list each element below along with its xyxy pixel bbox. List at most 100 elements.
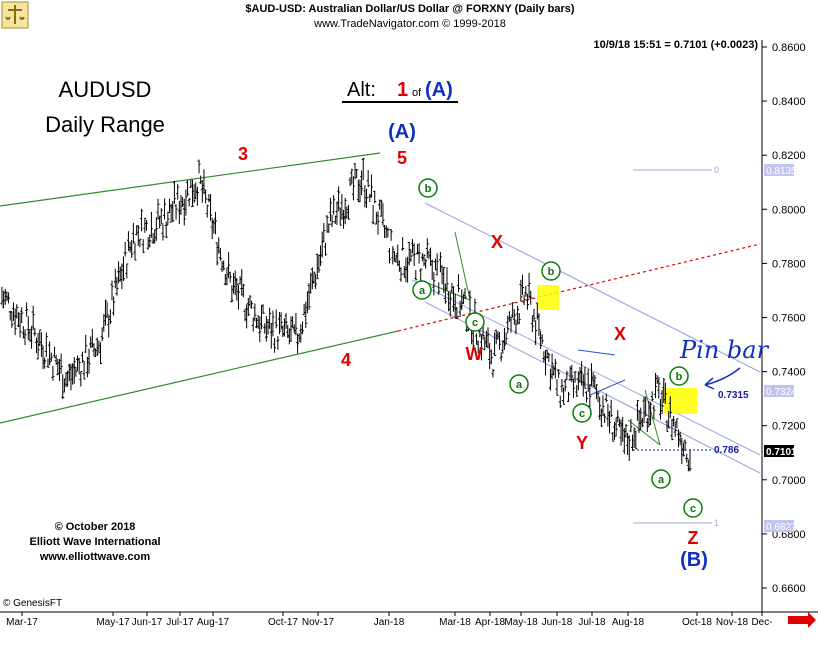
price-bar [253, 303, 257, 322]
price-bar [236, 284, 240, 310]
price-bar [504, 332, 508, 345]
price-bar [322, 222, 326, 243]
svg-text:c: c [579, 408, 585, 420]
price-bar [215, 242, 219, 266]
price-bar [332, 194, 336, 215]
price-bar [498, 332, 502, 350]
price-bar [665, 420, 669, 432]
price-bar [519, 279, 523, 302]
price-bar [517, 313, 521, 325]
price-bar [565, 370, 569, 381]
circle-a-3: a [651, 469, 671, 489]
price-bar [493, 332, 497, 356]
y-tick-label: 0.7600 [772, 313, 806, 325]
price-bar [456, 274, 460, 293]
price-box-lower [764, 520, 794, 532]
price-bar [481, 325, 485, 340]
price-bar [425, 238, 429, 259]
price-bar [136, 225, 140, 246]
price-bar [103, 299, 107, 326]
price-bar [534, 320, 538, 346]
price-box-bstop-text: 0.7324 [766, 387, 797, 398]
price-bar [49, 352, 53, 362]
price-bar [649, 401, 653, 425]
price-bar [312, 271, 316, 284]
price-bar [560, 378, 564, 393]
price-bar [506, 315, 510, 334]
price-bar [524, 286, 528, 297]
price-bar [502, 328, 506, 350]
price-bar [585, 391, 589, 403]
highlight-b1 [537, 285, 559, 310]
price-bar [144, 220, 148, 231]
price-bar [448, 292, 452, 317]
price-bar [186, 180, 190, 196]
price-bar [672, 415, 676, 427]
circle-c-2: c [572, 403, 592, 423]
price-bar [140, 208, 144, 232]
price-bar [218, 247, 222, 261]
wave-A: (A) [388, 121, 416, 143]
price-bar [205, 204, 209, 218]
price-bar [463, 288, 467, 300]
price-bar [537, 313, 541, 337]
price-bar [23, 329, 27, 346]
price-bar [376, 211, 380, 235]
price-bar [230, 285, 234, 303]
price-bar [261, 304, 265, 314]
svg-text:a: a [658, 474, 665, 486]
wave-X2: X [614, 324, 626, 344]
price-bar [273, 338, 277, 353]
price-bar [573, 371, 577, 383]
price-bar [663, 382, 667, 404]
price-bar [627, 435, 631, 461]
y-tick-label: 0.7200 [772, 421, 806, 433]
svg-text:b: b [676, 371, 683, 383]
price-bar [355, 169, 359, 179]
price-bars [0, 157, 692, 472]
price-bar [438, 251, 442, 273]
price-bar [361, 157, 365, 180]
price-box-upper [764, 164, 794, 176]
y-tick-label: 0.8200 [772, 150, 806, 162]
price-bar [80, 351, 84, 363]
price-bar [105, 302, 109, 319]
price-bar [348, 177, 352, 187]
circle-b-2: b [541, 261, 561, 281]
price-bar [235, 278, 239, 301]
price-bar [154, 217, 158, 241]
price-bar [381, 203, 385, 226]
lower-channel-line [0, 330, 399, 424]
price-bar [131, 223, 135, 244]
y-tick-label: 0.8400 [772, 96, 806, 108]
price-bar [616, 410, 620, 423]
y-tick-label: 0.7800 [772, 258, 806, 270]
x-tick-label: Oct-18 [682, 617, 712, 628]
price-bar [525, 294, 529, 310]
price-bar [571, 378, 575, 398]
price-bar [284, 313, 288, 329]
price-bar [123, 241, 127, 257]
price-bar [156, 198, 160, 220]
scroll-right-arrow-icon[interactable] [788, 612, 816, 628]
fib-level-0-label: 0 [714, 165, 719, 175]
price-bar [547, 353, 551, 362]
price-bar [601, 395, 605, 417]
price-bar [563, 378, 567, 392]
chart-title: $AUD-USD: Australian Dollar/US Dollar @ … [245, 3, 575, 15]
price-bar [455, 306, 459, 319]
price-bar [558, 395, 562, 408]
price-bar [7, 292, 11, 304]
price-bar [159, 208, 163, 225]
price-bar [33, 327, 37, 337]
price-bar [15, 304, 19, 319]
price-bar [268, 307, 272, 329]
price-bar [388, 248, 392, 264]
price-bar [468, 290, 472, 313]
price-bar [174, 204, 178, 220]
price-bar [122, 256, 126, 281]
price-bar [25, 302, 29, 317]
x-axis-ticks: Mar-17 May-17 Jun-17 Jul-17 Aug-17 Oct-17 Nov-… [6, 612, 773, 628]
price-bar [143, 217, 147, 233]
price-bar [125, 263, 129, 279]
